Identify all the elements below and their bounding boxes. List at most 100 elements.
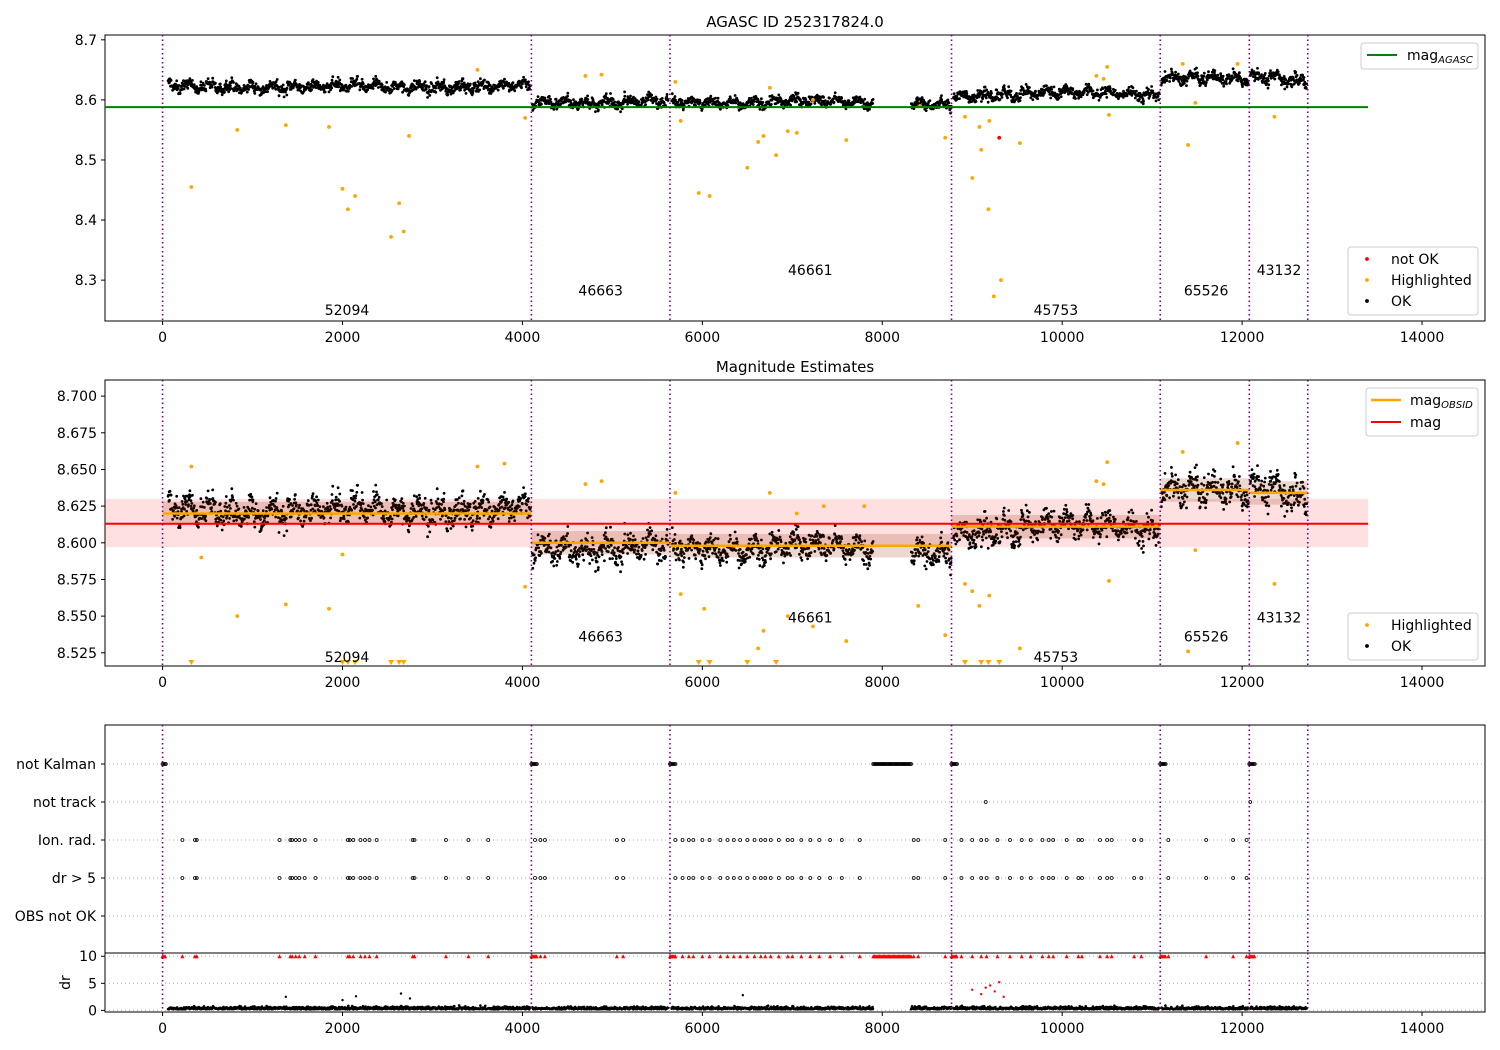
agasc-ok-point [1163, 80, 1167, 84]
agasc-ok-point [666, 99, 670, 102]
agasc-ok-point [1018, 99, 1022, 102]
estimates-ok-point [609, 525, 612, 529]
agasc-ok-point [1260, 73, 1264, 76]
agasc-ok-point [323, 90, 327, 94]
agasc-ok-point [1283, 87, 1287, 91]
estimates-ok-point [665, 528, 669, 531]
agasc-legend-marker [1365, 278, 1369, 282]
agasc-ok-point [1037, 93, 1040, 97]
estimates-ok-point [566, 525, 570, 528]
estimates-ok-point [937, 560, 941, 563]
agasc-ok-point [461, 77, 465, 80]
estimates-ok-point [782, 561, 785, 565]
estimates-ok-point [574, 557, 578, 561]
agasc-ok-point [1170, 67, 1173, 71]
agasc-ok-point [1127, 85, 1131, 89]
estimates-ok-point [743, 560, 747, 564]
estimates-ok-point [331, 484, 335, 488]
estimates-ok-point [924, 567, 928, 571]
agasc-ok-point [471, 91, 475, 95]
estimates-ok-point [360, 491, 364, 494]
estimates-ok-point [758, 564, 762, 568]
agasc-ok-point [459, 88, 462, 92]
agasc-ok-point [430, 82, 433, 86]
estimates-ok-point [435, 487, 439, 491]
agasc-ok-point [586, 94, 589, 98]
agasc-highlighted-point [1101, 76, 1106, 81]
agasc-ok-point [990, 91, 993, 95]
agasc-ok-point [982, 95, 985, 98]
estimates-ok-point [168, 489, 172, 493]
agasc-ok-point [376, 86, 380, 89]
agasc-ok-point [471, 89, 475, 93]
agasc-ok-point [665, 95, 669, 99]
estimates-ok-point [656, 562, 660, 566]
agasc-ok-point [1126, 88, 1130, 91]
estimates-ok-point [183, 498, 187, 501]
agasc-ok-point [1131, 86, 1135, 90]
estimates-ok-point [224, 495, 228, 498]
agasc-ok-point [980, 100, 983, 103]
agasc-highlighted-point [979, 147, 984, 152]
agasc-ok-point [734, 101, 738, 105]
agasc-ok-point [552, 108, 556, 111]
agasc-ok-point [275, 78, 279, 81]
agasc-ok-point [698, 98, 702, 102]
agasc-ok-point [955, 95, 959, 99]
agasc-ok-point [295, 83, 298, 86]
agasc-ok-point [600, 103, 604, 107]
estimates-ok-point [611, 557, 614, 560]
estimates-ok-point [199, 497, 203, 501]
agasc-ok-point [665, 93, 669, 96]
estimates-ok-point [449, 527, 453, 530]
agasc-ok-point [1302, 78, 1305, 81]
estimates-ok-point [864, 563, 868, 566]
agasc-ok-point [1280, 83, 1283, 87]
agasc-ok-point [1200, 81, 1203, 85]
agasc-ok-point [203, 84, 206, 87]
estimates-ok-point [377, 495, 381, 499]
agasc-ok-point [779, 98, 783, 101]
agasc-ok-point [285, 86, 289, 90]
estimates-ok-point [619, 570, 622, 574]
agasc-ok-point [799, 98, 802, 101]
agasc-ok-point [334, 79, 338, 83]
agasc-ok-point [1185, 79, 1189, 83]
agasc-highlighted-point [943, 135, 948, 140]
agasc-ok-point [1141, 102, 1145, 106]
estimates-ok-point [171, 517, 175, 521]
agasc-ok-point [662, 101, 666, 105]
agasc-ok-point [1157, 98, 1161, 102]
estimates-ok-point [316, 498, 320, 502]
agasc-highlighted-point [407, 134, 411, 138]
agasc-ok-point [1150, 85, 1153, 88]
agasc-ok-point [1272, 71, 1275, 75]
agasc-ok-point [187, 82, 190, 86]
agasc-ok-point [230, 76, 234, 80]
agasc-ok-point [1213, 71, 1216, 75]
estimates-ok-point [733, 530, 737, 534]
agasc-ok-point [1276, 70, 1280, 74]
agasc-ok-point [819, 98, 822, 102]
agasc-ok-point [1108, 87, 1112, 90]
estimates-ok-point [718, 561, 722, 565]
estimates-ok-point [172, 509, 175, 513]
agasc-ok-point [970, 100, 974, 103]
estimates-ok-point [277, 531, 281, 534]
agasc-ok-point [1045, 84, 1048, 88]
agasc-ok-point [566, 91, 570, 95]
agasc-ok-point [807, 100, 811, 104]
agasc-ok-point [604, 92, 608, 96]
agasc-ok-point [928, 99, 932, 102]
estimates-ok-point [571, 560, 575, 564]
agasc-ok-point [1029, 96, 1033, 100]
agasc-ok-point [1163, 77, 1166, 81]
agasc-ok-point [1082, 91, 1086, 94]
agasc-ok-point [342, 88, 346, 92]
agasc-highlighted-point [844, 138, 849, 143]
estimates-ok-point [603, 559, 606, 563]
agasc-ok-point [380, 83, 384, 87]
agasc-ok-point [536, 95, 540, 98]
agasc-ok-point [767, 100, 771, 104]
agasc-ok-point [168, 81, 171, 84]
